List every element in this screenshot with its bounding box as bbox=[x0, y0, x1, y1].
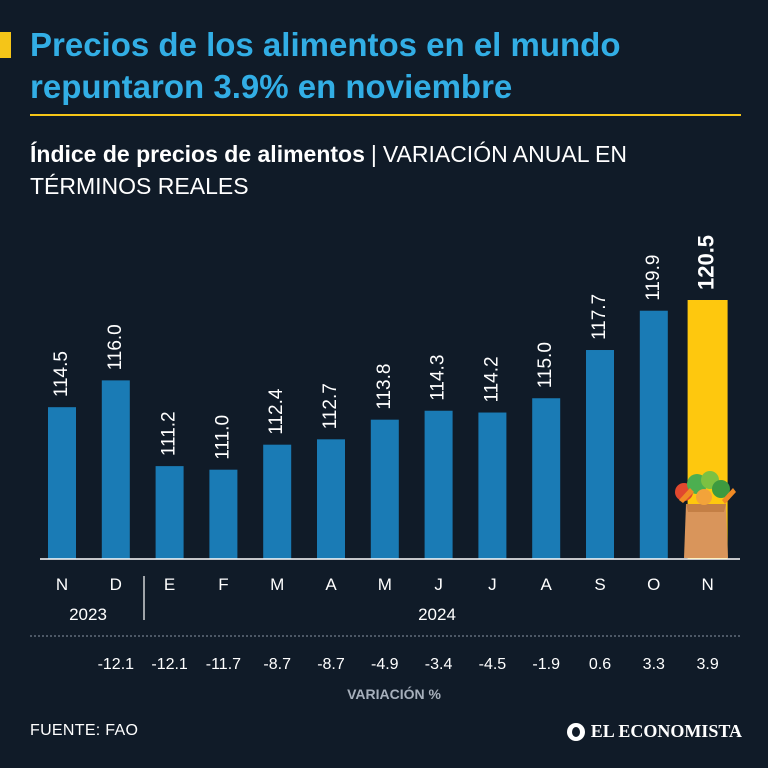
variation-value-9: -1.9 bbox=[532, 656, 560, 673]
bar-value-label-10: 117.7 bbox=[589, 294, 610, 340]
bars-group bbox=[48, 300, 728, 559]
year-label-2024: 2024 bbox=[418, 605, 456, 624]
bar-6 bbox=[370, 419, 399, 559]
x-tick-label-8: J bbox=[488, 575, 497, 594]
bar-value-label-9: 115.0 bbox=[535, 342, 556, 388]
x-tick-label-7: J bbox=[434, 575, 443, 594]
variation-value-3: -11.7 bbox=[206, 656, 241, 673]
bar-5 bbox=[317, 439, 345, 559]
variation-value-1: -12.1 bbox=[98, 656, 135, 673]
bar-value-label-0: 114.5 bbox=[51, 351, 72, 397]
x-tick-label-9: A bbox=[541, 575, 553, 594]
chart-title: Índice de precios de alimentos bbox=[30, 141, 365, 167]
variation-value-4: -8.7 bbox=[263, 656, 291, 673]
bar-value-label-3: 111.0 bbox=[212, 415, 233, 460]
bar-value-label-7: 114.3 bbox=[428, 355, 449, 401]
variation-value-10: 0.6 bbox=[589, 656, 611, 673]
bar-9 bbox=[532, 398, 561, 559]
variation-label: VARIACIÓN % bbox=[347, 685, 441, 702]
value-labels-group: 114.5 116.0 111.2 111.0 112.4 112.7 113.8 114.3… bbox=[51, 235, 718, 460]
variation-value-11: 3.3 bbox=[643, 656, 665, 673]
subtitle-separator: | bbox=[370, 141, 377, 167]
bar-value-label-4: 112.4 bbox=[266, 388, 287, 435]
title-divider bbox=[30, 114, 741, 116]
bar-value-label-5: 112.7 bbox=[320, 383, 341, 429]
chart-subtitle-text: VARIACIÓN ANUAL EN TÉRMINOS REALES bbox=[30, 141, 627, 199]
x-tick-label-2: E bbox=[164, 575, 175, 594]
variation-value-2: -12.1 bbox=[151, 656, 188, 673]
bar-value-label-1: 116.0 bbox=[105, 324, 126, 370]
bar-8 bbox=[478, 412, 507, 559]
brand-name: EL ECONOMISTA bbox=[590, 721, 742, 741]
bar-2 bbox=[155, 466, 184, 559]
variation-value-8: -4.5 bbox=[479, 656, 507, 673]
title-marker bbox=[0, 32, 11, 58]
x-tick-label-10: S bbox=[594, 575, 605, 594]
bar-value-label-12: 120.5 bbox=[693, 235, 718, 290]
grocery-bag-icon bbox=[675, 471, 736, 558]
bar-7 bbox=[424, 410, 453, 559]
variation-value-7: -3.4 bbox=[425, 656, 453, 673]
variation-value-12: 3.9 bbox=[696, 656, 718, 673]
bar-4 bbox=[263, 444, 292, 559]
bar-11 bbox=[639, 310, 668, 559]
chart-subtitle: Índice de precios de alimentos | VARIACIÓN… bbox=[30, 138, 750, 202]
bar-value-label-11: 119.9 bbox=[643, 255, 664, 301]
x-tick-label-1: D bbox=[110, 575, 122, 594]
page-title: Precios de los alimentos en el mundo rep… bbox=[30, 26, 621, 105]
bar-value-label-2: 111.2 bbox=[159, 411, 180, 456]
x-tick-label-12: N bbox=[701, 575, 713, 594]
bar-0 bbox=[48, 407, 76, 559]
x-tick-label-4: M bbox=[270, 575, 284, 594]
bar-1 bbox=[101, 380, 130, 559]
variation-value-6: -4.9 bbox=[371, 656, 399, 673]
source-note: FUENTE: FAO bbox=[30, 722, 139, 739]
bar-value-label-8: 114.2 bbox=[481, 356, 502, 402]
brand-logo: EL ECONOMISTA bbox=[566, 721, 742, 742]
bar-value-label-6: 113.8 bbox=[374, 364, 395, 410]
year-label-2023: 2023 bbox=[69, 605, 107, 624]
x-tick-label-11: O bbox=[647, 575, 660, 594]
x-tick-label-6: M bbox=[378, 575, 392, 594]
brand-icon bbox=[566, 722, 585, 741]
variation-values-group: -12.1 -12.1 -11.7 -8.7 -8.7 -4.9 -3.4 -4.5 -1.9 0… bbox=[98, 656, 719, 673]
x-tick-label-0: N bbox=[56, 575, 68, 594]
variation-value-5: -8.7 bbox=[317, 656, 345, 673]
bar-10 bbox=[586, 350, 614, 559]
x-tick-label-3: F bbox=[218, 575, 228, 594]
x-tick-label-5: A bbox=[325, 575, 337, 594]
bar-3 bbox=[209, 469, 238, 559]
